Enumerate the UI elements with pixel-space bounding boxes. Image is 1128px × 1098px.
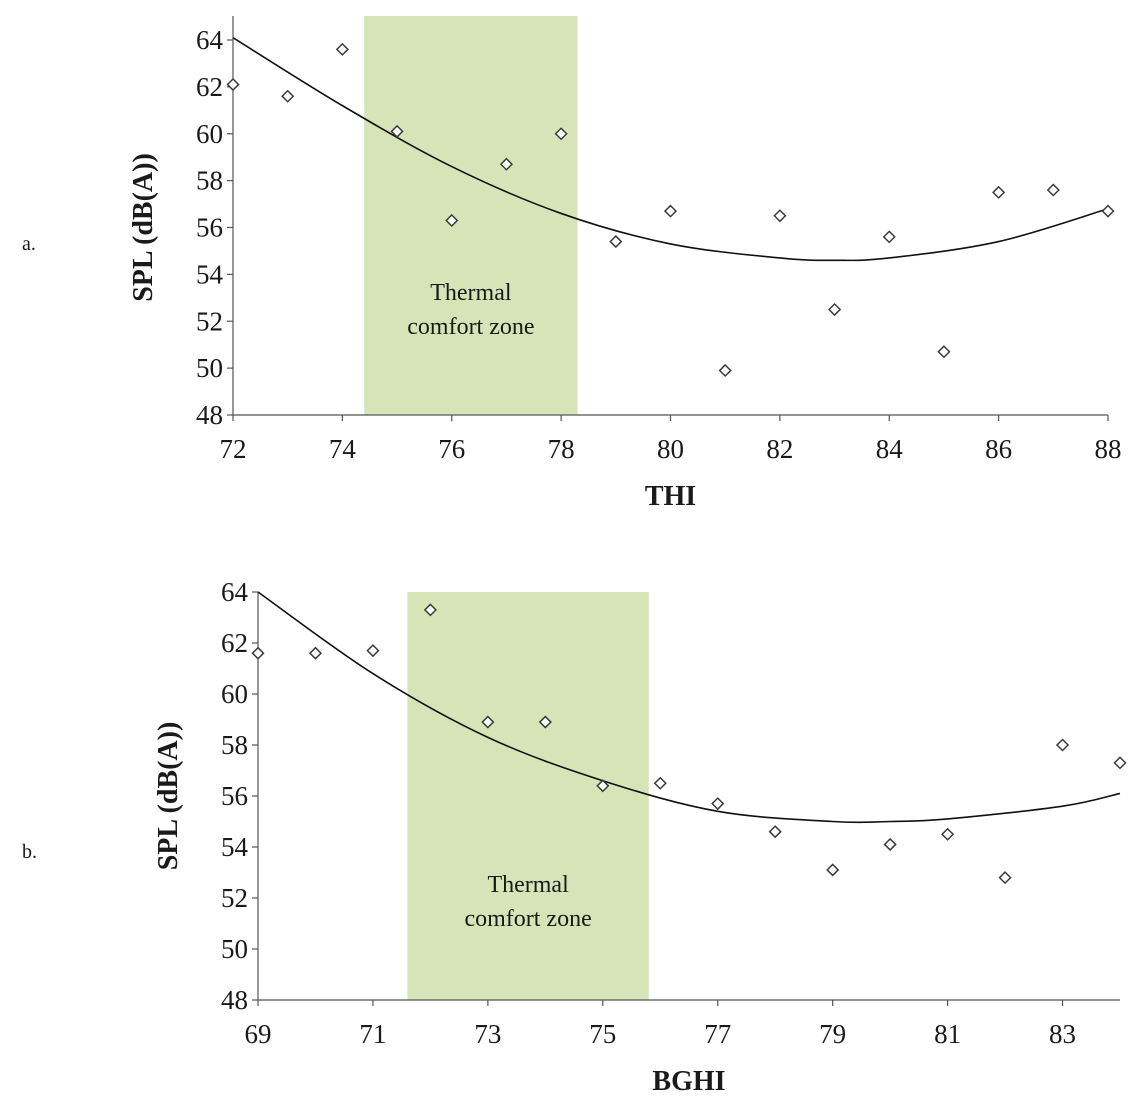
- data-point-b-9: [768, 825, 782, 839]
- y-tick-label-a-2: 52: [196, 306, 223, 336]
- y-tick-label-a-8: 64: [196, 25, 224, 55]
- data-point-a-2: [335, 42, 349, 56]
- data-point-a-0: [226, 77, 240, 92]
- y-tick-label-b-1: 50: [221, 934, 248, 964]
- chart-panel-b: Thermal comfort zone 48 50 52 54 56 58 60 62 64 69 7…: [22, 577, 1127, 1097]
- data-point-a-7: [609, 235, 623, 249]
- data-point-a-3: [390, 124, 404, 138]
- x-tick-label-a-5: 82: [766, 434, 793, 464]
- x-tick-label-a-4: 80: [657, 434, 684, 464]
- trend-line-a: [232, 36, 1109, 262]
- y-tick-label-a-5: 58: [196, 166, 223, 196]
- comfort-zone-label-b-1: comfort zone: [464, 906, 591, 932]
- data-point-b-0: [251, 646, 265, 660]
- panel-label-a: a.: [22, 233, 36, 255]
- data-point-b-10: [826, 863, 840, 877]
- data-point-b-5: [538, 715, 552, 729]
- data-point-b-7: [653, 776, 667, 790]
- data-point-a-12: [882, 230, 896, 244]
- comfort-zone-band-b: [407, 592, 649, 1000]
- data-point-a-14: [992, 185, 1006, 199]
- data-point-b-15: [1113, 756, 1127, 770]
- y-tick-label-b-6: 60: [221, 679, 248, 709]
- x-axis-title-b: BGHI: [652, 1066, 725, 1097]
- data-point-a-5: [499, 157, 513, 171]
- x-tick-label-b-0: 69: [245, 1019, 272, 1049]
- data-point-a-9: [718, 363, 732, 378]
- y-tick-label-a-4: 56: [196, 213, 223, 243]
- data-point-b-8: [711, 797, 725, 811]
- data-point-b-12: [941, 827, 955, 841]
- data-point-b-14: [1055, 738, 1070, 752]
- data-point-a-11: [828, 302, 842, 317]
- x-tick-label-b-3: 75: [589, 1019, 616, 1049]
- data-point-a-4: [445, 213, 459, 228]
- x-tick-label-b-2: 73: [474, 1019, 501, 1049]
- x-tick-label-b-6: 81: [934, 1019, 961, 1049]
- x-tick-label-b-5: 79: [819, 1019, 846, 1049]
- data-point-a-16: [1101, 204, 1115, 218]
- data-point-a-15: [1046, 183, 1060, 197]
- x-tick-label-a-7: 86: [985, 434, 1012, 464]
- x-tick-label-a-1: 74: [329, 434, 357, 464]
- y-tick-label-b-0: 48: [221, 985, 248, 1015]
- y-tick-label-a-3: 54: [196, 259, 224, 289]
- x-tick-label-a-3: 78: [548, 434, 575, 464]
- y-axis-title-b: SPL (dB(A)): [153, 722, 184, 871]
- y-tick-label-a-1: 50: [196, 353, 223, 383]
- data-point-a-6: [554, 127, 568, 141]
- data-point-b-13: [998, 871, 1012, 885]
- panel-label-b: b.: [22, 841, 37, 863]
- y-tick-label-b-2: 52: [221, 883, 248, 913]
- chart-panel-a: Thermal comfort zone 48 50 52 54 56 58 60 62 64 72 7…: [22, 16, 1122, 512]
- y-tick-label-b-4: 56: [221, 781, 248, 811]
- data-point-a-13: [937, 345, 951, 359]
- x-tick-label-a-8: 88: [1095, 434, 1122, 464]
- trend-line-b: [257, 591, 1121, 824]
- y-tick-label-a-0: 48: [196, 400, 223, 430]
- data-point-b-3: [423, 603, 437, 617]
- x-tick-label-a-0: 72: [220, 434, 247, 464]
- data-point-b-6: [596, 779, 610, 793]
- y-tick-label-a-7: 62: [196, 72, 223, 102]
- data-point-b-1: [308, 646, 323, 660]
- x-tick-label-b-1: 71: [359, 1019, 386, 1049]
- data-point-a-1: [281, 89, 295, 103]
- y-tick-label-b-3: 54: [221, 832, 249, 862]
- data-point-a-8: [663, 204, 678, 218]
- y-tick-label-b-5: 58: [221, 730, 248, 760]
- data-point-b-11: [883, 837, 897, 852]
- x-axis-title-a: THI: [645, 481, 696, 512]
- y-axis-title-a: SPL (dB(A)): [128, 153, 159, 302]
- comfort-zone-label-b-0: Thermal: [487, 872, 569, 898]
- x-tick-label-a-6: 84: [876, 434, 904, 464]
- comfort-zone-label-a-0: Thermal: [430, 280, 512, 306]
- x-tick-label-a-2: 76: [438, 434, 465, 464]
- data-point-a-10: [773, 209, 787, 223]
- y-tick-label-b-7: 62: [221, 628, 248, 658]
- data-point-b-4: [481, 715, 495, 729]
- x-tick-label-b-7: 83: [1049, 1019, 1076, 1049]
- y-tick-label-b-8: 64: [221, 577, 249, 607]
- x-tick-label-b-4: 77: [704, 1019, 731, 1049]
- y-tick-label-a-6: 60: [196, 119, 223, 149]
- comfort-zone-label-a-1: comfort zone: [407, 314, 534, 340]
- data-point-b-2: [366, 644, 380, 658]
- comfort-zone-band-a: [364, 16, 578, 415]
